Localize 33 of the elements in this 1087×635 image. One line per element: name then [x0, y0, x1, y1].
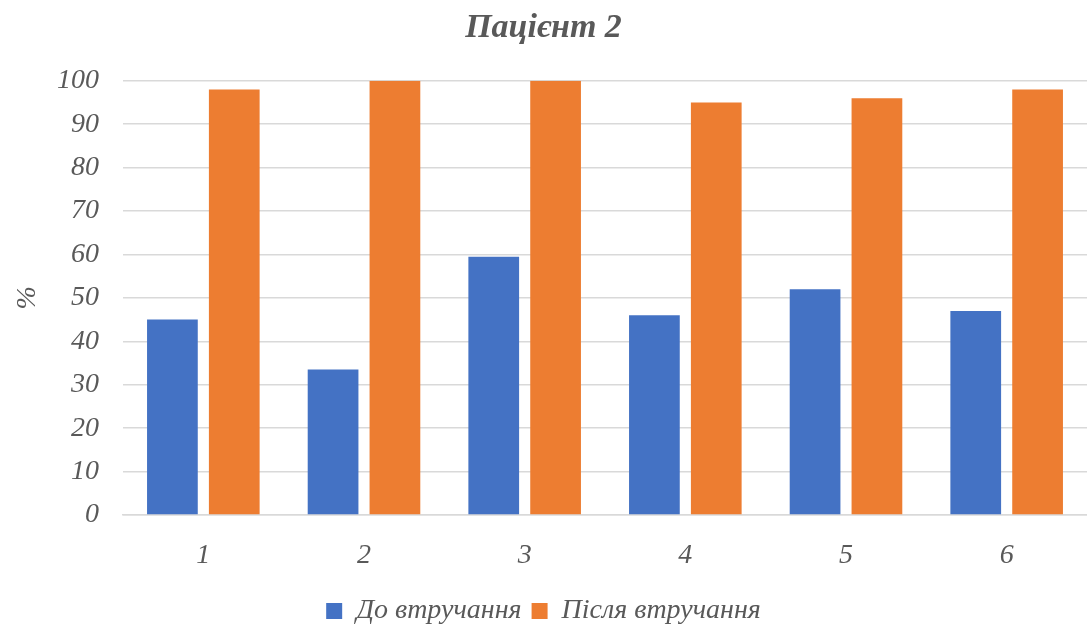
y-tick-label: 0 — [85, 497, 99, 529]
y-tick-label: 20 — [71, 410, 99, 442]
y-tick-label: 100 — [57, 63, 99, 95]
y-tick-label: 90 — [71, 106, 99, 138]
legend-label: До втручання — [353, 593, 522, 625]
y-tick-label: 80 — [71, 150, 99, 181]
x-tick-label: 5 — [839, 538, 853, 570]
x-tick-label: 2 — [357, 538, 371, 570]
bar — [690, 102, 742, 515]
y-axis-title: % — [10, 286, 42, 310]
bar — [468, 256, 520, 515]
y-tick-label: 30 — [70, 367, 99, 399]
x-tick-label: 6 — [999, 538, 1014, 570]
bar — [208, 89, 260, 515]
bar — [629, 315, 680, 515]
chart-title: Пацієнт 2 — [464, 7, 622, 45]
y-tick-label: 60 — [71, 236, 99, 268]
y-tick-label: 50 — [71, 280, 99, 312]
x-tick-label: 3 — [516, 538, 532, 570]
bar — [1012, 89, 1063, 515]
legend-label: Після втручання — [560, 593, 761, 625]
bar — [369, 80, 421, 515]
bar — [147, 319, 198, 515]
y-tick-label: 70 — [71, 193, 99, 225]
bar — [851, 98, 903, 515]
bar — [530, 80, 581, 515]
bar — [307, 369, 359, 515]
y-tick-label: 10 — [71, 453, 99, 485]
x-tick-label: 4 — [678, 538, 693, 570]
bar — [950, 310, 1002, 515]
y-tick-label: 40 — [71, 323, 99, 355]
x-tick-label: 1 — [196, 538, 211, 570]
bar — [789, 289, 841, 515]
